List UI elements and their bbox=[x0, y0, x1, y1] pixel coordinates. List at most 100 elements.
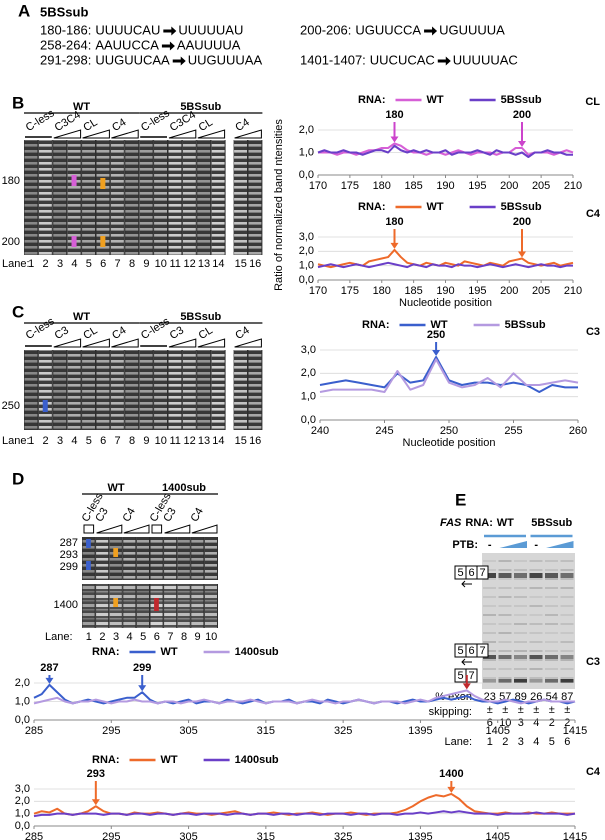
lane-number: 14 bbox=[212, 435, 224, 447]
gel-band bbox=[498, 655, 512, 659]
annotation: 180 bbox=[385, 216, 403, 228]
legend-label: WT bbox=[431, 319, 448, 331]
substitution-arrow bbox=[163, 26, 177, 36]
x-tick-label: 305 bbox=[179, 725, 197, 737]
panel-title: 5BSsub bbox=[40, 4, 88, 19]
gel-lane bbox=[150, 537, 163, 580]
substitution-arrow bbox=[437, 56, 451, 66]
x-tick-label: 325 bbox=[334, 831, 352, 840]
annotation: 1400 bbox=[439, 768, 463, 780]
chart-tag: C3 bbox=[586, 326, 600, 338]
gel-faint-band bbox=[560, 569, 574, 571]
x-tick-label: 185 bbox=[404, 285, 422, 297]
gel-faint-band bbox=[514, 614, 527, 616]
condition-label: C4 bbox=[233, 324, 251, 342]
gel-lane bbox=[67, 140, 81, 255]
pointer-head bbox=[138, 685, 147, 692]
gel-faint-band bbox=[529, 659, 543, 661]
gel-faint-band bbox=[483, 650, 496, 652]
gel-lane bbox=[234, 350, 247, 430]
ptb-wedge bbox=[546, 541, 574, 548]
gel-faint-band bbox=[560, 596, 574, 598]
x-tick-label: 240 bbox=[311, 425, 329, 437]
x-tick-label: 175 bbox=[341, 285, 359, 297]
gel-lane bbox=[38, 350, 52, 430]
titration-wedge bbox=[111, 129, 139, 139]
x-tick-label: 295 bbox=[102, 831, 120, 840]
chart-tag: C3 bbox=[586, 656, 600, 668]
panel-letter: E bbox=[455, 490, 466, 509]
gel-lane bbox=[154, 350, 167, 430]
sequence-from: UUUUCAU bbox=[95, 22, 160, 37]
gel-faint-band bbox=[498, 677, 512, 679]
lane-number: 8 bbox=[129, 258, 135, 270]
x-tick-label: 315 bbox=[257, 725, 275, 737]
gel-lane bbox=[139, 140, 153, 255]
gel-band bbox=[545, 655, 558, 659]
gel-highlight bbox=[42, 400, 48, 412]
gel-faint-band bbox=[529, 623, 543, 625]
titration-wedge bbox=[197, 338, 226, 348]
pointer-head bbox=[462, 683, 471, 690]
exon-label: 7 bbox=[479, 645, 485, 657]
gel-lane bbox=[110, 140, 124, 255]
gel-faint-band bbox=[529, 677, 543, 679]
y-tick-label: 1,0 bbox=[299, 260, 314, 272]
pointer-head bbox=[518, 251, 526, 258]
gel-faint-band bbox=[529, 569, 543, 571]
gel-faint-band bbox=[514, 641, 527, 643]
gel-lane bbox=[109, 537, 122, 580]
x-tick-label: 170 bbox=[309, 180, 327, 192]
group-label: 5BSsub bbox=[180, 311, 221, 323]
y-axis-title: Ratio of normalized band ntensities bbox=[273, 119, 285, 291]
gel-band bbox=[498, 679, 512, 683]
y-tick-label: 3,0 bbox=[299, 231, 314, 243]
gel-band bbox=[529, 679, 543, 683]
x-tick-label: 305 bbox=[179, 831, 197, 840]
gel-faint-band bbox=[483, 623, 496, 625]
gel-faint-band bbox=[498, 587, 512, 589]
panel-letter: C bbox=[12, 302, 24, 321]
lane-title: Lane: bbox=[2, 258, 30, 270]
annotation: 250 bbox=[427, 329, 445, 341]
gel-faint-band bbox=[560, 641, 574, 643]
pointer-head bbox=[390, 136, 399, 143]
plus-minus: ± bbox=[564, 704, 570, 716]
x-tick-label: 250 bbox=[440, 425, 458, 437]
gel-faint-band bbox=[498, 650, 512, 652]
gel-lane bbox=[248, 140, 262, 255]
sequence-to: UGUUUUA bbox=[439, 22, 505, 37]
series-line bbox=[319, 356, 578, 393]
gel-faint-band bbox=[545, 632, 558, 634]
exon-label: 5 bbox=[457, 670, 463, 682]
legend-label: WT bbox=[427, 94, 444, 106]
group-label: 5BSsub bbox=[180, 101, 221, 113]
gel-faint-band bbox=[560, 614, 574, 616]
panel-letter: A bbox=[18, 1, 30, 20]
skipping-error: 2 bbox=[549, 717, 555, 729]
gel-faint-band bbox=[560, 587, 574, 589]
series-line bbox=[33, 810, 576, 818]
annotation: 200 bbox=[513, 216, 531, 228]
gel-faint-band bbox=[545, 614, 558, 616]
x-tick-label: 205 bbox=[532, 180, 550, 192]
pointer-head bbox=[45, 677, 54, 684]
legend-label: 5BSsub bbox=[501, 201, 542, 213]
gel-faint-band bbox=[545, 650, 558, 652]
gel-band bbox=[498, 573, 512, 578]
band-marker: 250 bbox=[2, 400, 20, 412]
lane-number: 1 bbox=[28, 435, 34, 447]
gel-faint-band bbox=[560, 560, 574, 562]
legend-label: WT bbox=[427, 201, 444, 213]
gel-highlight bbox=[71, 175, 77, 186]
skipping-error: 4 bbox=[533, 717, 539, 729]
gel-lane bbox=[168, 140, 182, 255]
group-label: WT bbox=[73, 101, 90, 113]
gel-faint-band bbox=[560, 605, 574, 607]
gel-lane bbox=[168, 350, 182, 430]
gel-band bbox=[560, 655, 574, 659]
gel-band bbox=[514, 573, 527, 578]
annotation: 293 bbox=[87, 768, 105, 780]
gel-lane bbox=[110, 350, 124, 430]
condition-label: CL bbox=[197, 324, 215, 342]
